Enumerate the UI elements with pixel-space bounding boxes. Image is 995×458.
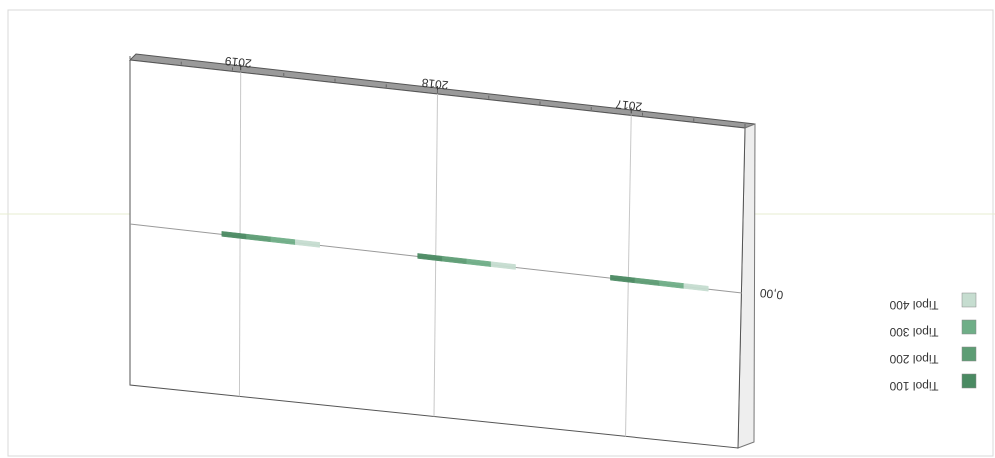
legend-swatch-tipol-400 xyxy=(961,292,977,308)
legend-label-tipol-300: Tipol 300 xyxy=(889,325,938,339)
gridline-2017 xyxy=(625,115,632,437)
legend-swatch-tipol-100 xyxy=(961,373,977,389)
legend-label-tipol-400: Tipol 400 xyxy=(889,298,938,312)
x-tick-label-2019: 2019 xyxy=(224,54,252,71)
bar-2019-tipol-400 xyxy=(294,239,320,248)
outer-frame xyxy=(7,9,994,457)
bar-2017-tipol-400 xyxy=(683,283,709,292)
plot-area: 2019 2018 2017 0,00 xyxy=(128,53,784,449)
legend-swatch-tipol-300 xyxy=(961,319,977,335)
bar-2018-tipol-400 xyxy=(490,261,516,270)
legend-swatch-tipol-200 xyxy=(961,346,977,362)
x-tick-label-2017: 2017 xyxy=(614,97,642,114)
panel-face xyxy=(129,59,746,449)
y-tick-label-zero: 0,00 xyxy=(759,286,784,302)
legend-label-tipol-100: Tipol 100 xyxy=(889,379,938,393)
x-tick-label-2018: 2018 xyxy=(421,76,449,93)
legend: Tipol 400 Tipol 300 Tipol 200 Tipol 100 xyxy=(889,292,977,393)
legend-label-tipol-200: Tipol 200 xyxy=(889,352,938,366)
